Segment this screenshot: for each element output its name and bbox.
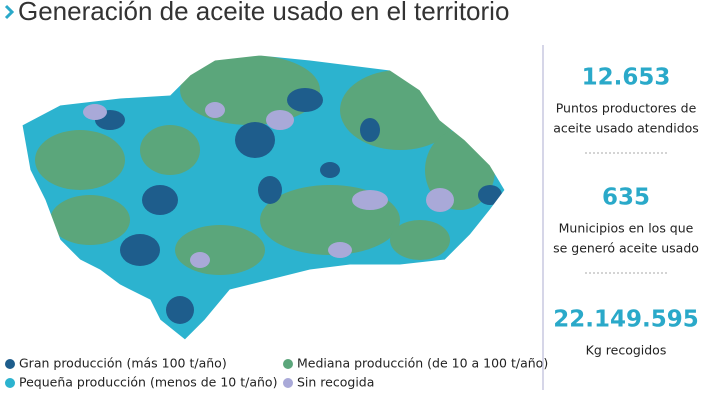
map-region [287,88,323,112]
map [22,55,505,340]
title-chevron [4,4,15,20]
legend-label: Mediana producción (de 10 a 100 t/año) [297,356,548,371]
map-region [142,185,178,215]
map-region [83,104,107,120]
stat-label: Puntos productores de [556,101,697,116]
map-region [320,162,340,178]
map-region [266,110,294,130]
map-region [190,252,210,268]
map-region [352,190,388,210]
map-region [390,220,450,260]
map-region [35,130,125,190]
stat-value: 12.653 [582,65,671,91]
map-region [478,185,502,205]
stat-value: 22.149.595 [553,307,699,333]
legend-marker [283,359,293,369]
map-region [175,225,265,275]
stat-label: aceite usado atendidos [553,121,699,136]
map-region [328,242,352,258]
map-region [140,125,200,175]
map-region [120,234,160,266]
stat-label: Kg recogidos [586,343,667,358]
stats: 12.653 Puntos productores de aceite usado … [553,65,699,358]
map-region [426,188,454,212]
legend-marker [283,378,293,388]
stat-label: Municipios en los que [559,221,694,236]
legend-marker [5,359,15,369]
legend-label: Gran producción (más 100 t/año) [19,356,227,371]
map-region [205,102,225,118]
map-region [360,118,380,142]
stat-label: se generó aceite usado [553,241,699,256]
legend-label: Sin recogida [297,375,374,390]
legend-marker [5,378,15,388]
map-region [235,122,275,158]
stat-value: 635 [602,185,650,211]
legend-label: Pequeña producción (menos de 10 t/año) [19,375,277,390]
title: Generación de aceite usado en el territo… [18,0,509,26]
map-region [50,195,130,245]
map-region [258,176,282,204]
map-region [166,296,194,324]
legend: Gran producción (más 100 t/año) Mediana p… [5,356,548,390]
